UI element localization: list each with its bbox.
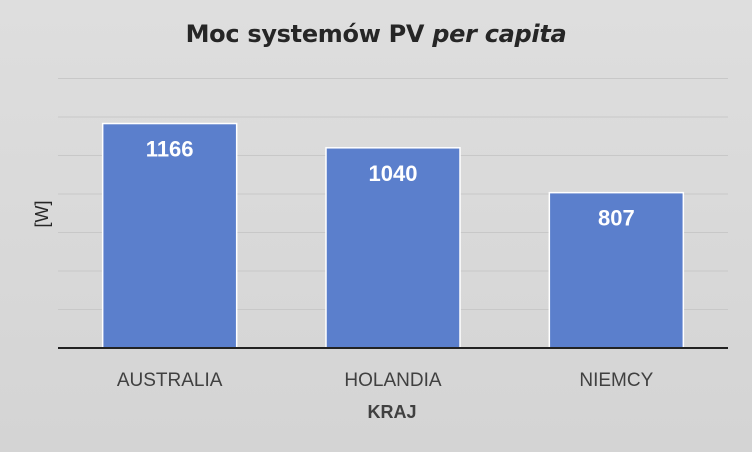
x-tick-labels: AUSTRALIA HOLANDIA NIEMCY — [117, 370, 654, 391]
x-tick-label-australia: AUSTRALIA — [117, 370, 223, 391]
bar-australia — [101, 122, 238, 349]
bars — [101, 122, 685, 349]
data-labels: 1166 1040 807 — [146, 137, 635, 231]
chart-title-italic: per capita — [432, 20, 567, 48]
data-label-holandia: 1040 — [369, 161, 418, 186]
data-label-australia: 1166 — [146, 137, 194, 162]
data-label-niemcy: 807 — [598, 206, 635, 231]
x-tick-label-niemcy: NIEMCY — [579, 370, 653, 391]
chart-title: Moc systemów PV per capita — [0, 20, 752, 48]
chart-title-main: Moc systemów PV — [185, 20, 425, 48]
bar-niemcy — [548, 191, 685, 349]
x-tick-label-holandia: HOLANDIA — [344, 370, 441, 391]
y-axis-title: [W] — [32, 201, 52, 228]
x-axis-title: KRAJ — [367, 402, 416, 422]
bar-holandia — [325, 147, 461, 349]
